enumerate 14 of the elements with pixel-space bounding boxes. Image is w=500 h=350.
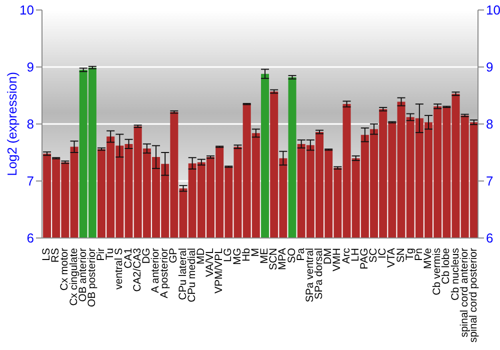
y2-tick-label: 8 — [486, 116, 494, 132]
y-tick-label: 10 — [20, 2, 34, 18]
y2-tick-label: 7 — [486, 174, 494, 189]
y-tick-label: 7 — [26, 174, 34, 189]
x-tick-label: MVe — [422, 248, 434, 270]
y-axis-title: Log2 (expression) — [4, 72, 20, 176]
y2-tick-label: 9 — [486, 60, 494, 75]
y2-tick-label: 10 — [486, 2, 500, 18]
y-tick-label: 6 — [26, 230, 34, 246]
y-tick-label: 8 — [26, 116, 34, 132]
y-tick-label: 9 — [26, 60, 34, 75]
x-tick-label: LG — [222, 248, 234, 262]
x-tick-label: RS — [50, 248, 62, 263]
y2-tick-label: 6 — [486, 230, 494, 246]
